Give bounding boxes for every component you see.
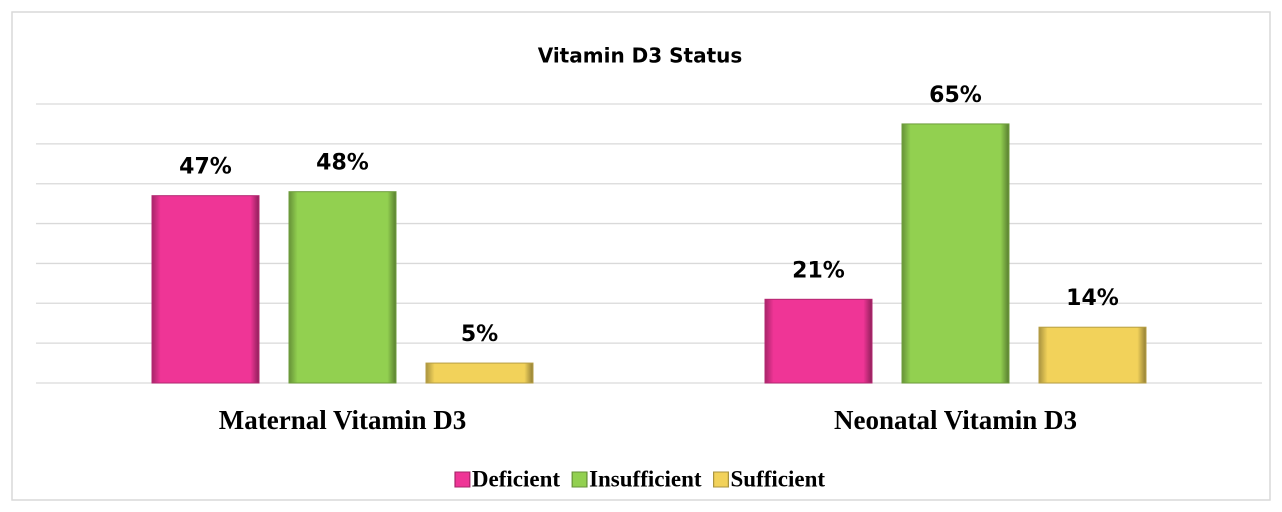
value-label: 47% — [179, 155, 232, 180]
bar — [425, 362, 534, 384]
bar — [764, 298, 873, 384]
bar — [288, 191, 397, 384]
value-label: 21% — [792, 258, 845, 283]
legend-label: Sufficient — [731, 466, 826, 491]
legend-swatch — [571, 471, 588, 488]
value-label: 14% — [1066, 286, 1119, 311]
chart-title: Vitamin D3 Status — [538, 44, 743, 68]
value-label: 65% — [929, 83, 982, 108]
x-tick-label: Maternal Vitamin D3 — [219, 405, 466, 435]
bar — [901, 123, 1010, 384]
bar — [1038, 326, 1147, 384]
bar — [151, 195, 260, 384]
x-tick-label: Neonatal Vitamin D3 — [834, 405, 1077, 435]
legend: Deficient Insufficient Sufficient — [454, 466, 826, 491]
legend-label: Insufficient — [589, 466, 702, 491]
value-label: 5% — [461, 322, 498, 347]
value-label: 48% — [316, 151, 369, 176]
legend-swatch — [713, 471, 730, 488]
legend-swatch — [454, 471, 471, 488]
legend-label: Deficient — [472, 466, 560, 491]
